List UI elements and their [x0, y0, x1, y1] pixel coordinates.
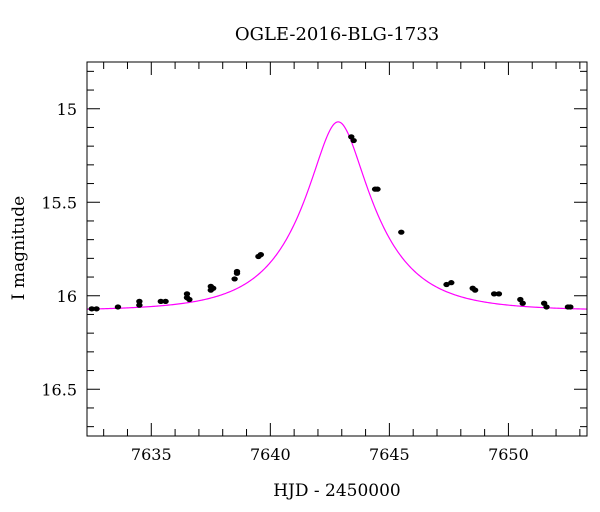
- data-point: [183, 291, 191, 297]
- data-point: [93, 306, 100, 312]
- y-tick-label: 16: [57, 287, 77, 306]
- x-tick-label: 7650: [488, 445, 529, 464]
- data-point: [490, 291, 498, 297]
- x-tick-label: 7635: [131, 445, 172, 464]
- data-point: [136, 302, 143, 308]
- data-point: [136, 298, 143, 304]
- data-point: [543, 304, 550, 310]
- data-point: [398, 229, 405, 235]
- x-axis-label: HJD - 2450000: [273, 481, 401, 501]
- data-point: [233, 270, 241, 276]
- y-tick-label: 16.5: [41, 380, 77, 399]
- data-point: [114, 304, 122, 310]
- data-point: [186, 296, 193, 303]
- data-point: [567, 304, 574, 310]
- data-point: [471, 287, 479, 293]
- y-tick-label: 15: [57, 100, 77, 119]
- data-point: [88, 306, 95, 312]
- y-axis-label: I magnitude: [9, 196, 29, 300]
- model-curve: [86, 121, 588, 310]
- data-point: [162, 298, 169, 304]
- data-point: [519, 300, 526, 306]
- data-point: [495, 291, 503, 297]
- x-tick-label: 7645: [369, 445, 410, 464]
- data-point: [350, 137, 357, 144]
- tick-labels: 7635 7640 7645 7650 15 15.5 16 16.5: [41, 100, 528, 464]
- data-point: [231, 276, 238, 282]
- y-tick-label: 15.5: [41, 193, 77, 212]
- axis-ticks: [87, 62, 587, 436]
- data-point: [209, 285, 217, 291]
- data-point: [257, 252, 265, 258]
- data-points: [88, 134, 574, 312]
- chart-title: OGLE-2016-BLG-1733: [235, 24, 439, 45]
- plot-frame: [86, 61, 588, 437]
- data-point: [374, 186, 381, 192]
- data-point: [448, 280, 455, 286]
- data-point: [157, 298, 165, 304]
- data-point: [443, 281, 450, 288]
- x-tick-label: 7640: [250, 445, 291, 464]
